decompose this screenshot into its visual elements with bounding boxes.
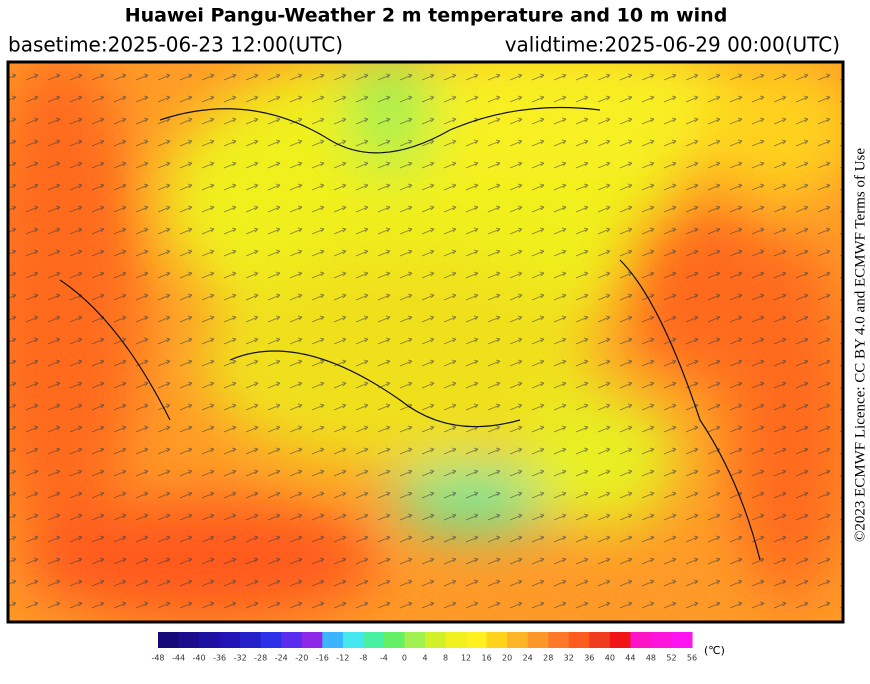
colorbar-tick-label: 44	[625, 654, 635, 663]
colorbar-tick-label: 20	[502, 654, 512, 663]
temperature-field	[9, 63, 842, 621]
colorbar-segment	[383, 632, 405, 648]
colorbar-tick-label: 48	[646, 654, 656, 663]
colorbar-tick-label: 56	[687, 654, 697, 663]
colorbar-tick-label: -20	[295, 654, 308, 663]
colorbar-tick-label: 40	[605, 654, 615, 663]
colorbar: -48 -44 -40 -36 -32 -28 -24 -20 -16 -12 -8 -4 0 4 8 12 1…	[151, 632, 697, 663]
colorbar-tick-label: 24	[523, 654, 533, 663]
colorbar-tick-label: -8	[359, 654, 367, 663]
colorbar-tick-label: -28	[254, 654, 267, 663]
licence: ©2023 ECMWF Licence: CC BY 4.0 and ECMWF…	[852, 148, 868, 542]
colorbar-segment	[486, 632, 508, 648]
colorbar-segment	[240, 632, 262, 648]
colorbar-tick-label: -40	[193, 654, 206, 663]
colorbar-segment	[548, 632, 570, 648]
colorbar-tick-label: -48	[151, 654, 164, 663]
colorbar-segment	[671, 632, 693, 648]
colorbar-unit: (℃)	[704, 644, 725, 657]
colorbar-segment	[527, 632, 549, 648]
colorbar-segment	[650, 632, 672, 648]
title: Huawei Pangu-Weather 2 m temperature and…	[125, 5, 728, 27]
colorbar-segment	[363, 632, 385, 648]
colorbar-segment	[301, 632, 323, 648]
map-frame	[6, 60, 845, 624]
colorbar-tick-label: 52	[666, 654, 676, 663]
validtime: validtime:2025-06-29 00:00(UTC)	[505, 33, 840, 57]
colorbar-tick-label: -44	[172, 654, 185, 663]
colorbar-tick-label: 12	[461, 654, 471, 663]
colorbar-tick-label: -36	[213, 654, 226, 663]
colorbar-tick-label: -4	[380, 654, 388, 663]
colorbar-tick-label: 0	[402, 654, 407, 663]
colorbar-segment	[199, 632, 221, 648]
colorbar-tick-label: 28	[543, 654, 553, 663]
colorbar-segment	[260, 632, 282, 648]
colorbar-tick-label: -24	[275, 654, 288, 663]
colorbar-segment	[158, 632, 180, 648]
colorbar-segment	[589, 632, 611, 648]
colorbar-segment	[322, 632, 344, 648]
colorbar-tick-label: 32	[564, 654, 574, 663]
colorbar-tick-label: -32	[234, 654, 247, 663]
colorbar-tick-label: 8	[443, 654, 448, 663]
colorbar-tick-label: -16	[316, 654, 329, 663]
colorbar-segment	[568, 632, 590, 648]
colorbar-tick-label: 16	[482, 654, 492, 663]
colorbar-segment	[281, 632, 303, 648]
colorbar-tick-label: 36	[584, 654, 594, 663]
colorbar-segment	[609, 632, 631, 648]
colorbar-segment	[342, 632, 364, 648]
colorbar-tick-label: 4	[422, 654, 427, 663]
colorbar-segment	[219, 632, 241, 648]
colorbar-segment	[178, 632, 200, 648]
colorbar-segment	[466, 632, 488, 648]
colorbar-segment	[425, 632, 447, 648]
colorbar-segment	[404, 632, 426, 648]
colorbar-segment	[630, 632, 652, 648]
colorbar-segment	[507, 632, 529, 648]
colorbar-tick-label: -12	[336, 654, 349, 663]
basetime: basetime:2025-06-23 12:00(UTC)	[8, 33, 343, 57]
colorbar-segment	[445, 632, 467, 648]
